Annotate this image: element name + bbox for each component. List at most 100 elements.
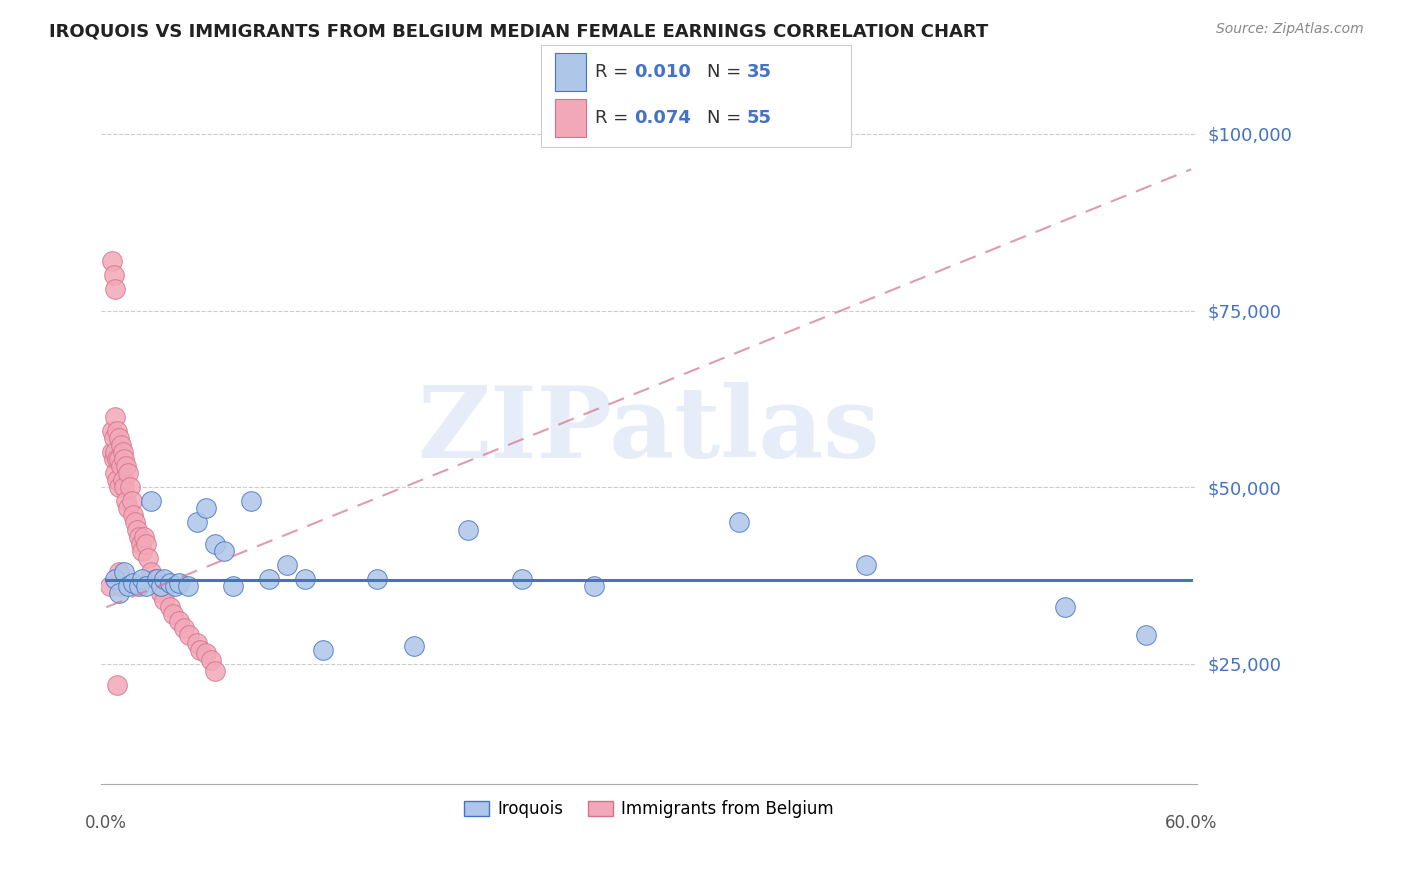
Point bbox=[117, 466, 139, 480]
Point bbox=[312, 642, 335, 657]
Point bbox=[122, 508, 145, 523]
Point bbox=[188, 642, 211, 657]
Text: 0.010: 0.010 bbox=[634, 63, 690, 81]
Point bbox=[239, 494, 262, 508]
Point bbox=[257, 572, 280, 586]
Point bbox=[104, 282, 127, 296]
Point bbox=[149, 586, 172, 600]
Point bbox=[163, 579, 186, 593]
Point bbox=[1053, 600, 1076, 615]
Point bbox=[128, 579, 150, 593]
Point bbox=[117, 501, 139, 516]
Point bbox=[115, 494, 138, 508]
Point bbox=[131, 572, 153, 586]
Point bbox=[728, 516, 751, 530]
Point bbox=[204, 664, 226, 678]
Point bbox=[108, 480, 131, 494]
Text: 0.0%: 0.0% bbox=[86, 814, 127, 832]
Point bbox=[104, 445, 127, 459]
Point bbox=[104, 572, 127, 586]
Point bbox=[105, 473, 128, 487]
Point bbox=[402, 639, 425, 653]
Text: Source: ZipAtlas.com: Source: ZipAtlas.com bbox=[1216, 22, 1364, 37]
Text: N =: N = bbox=[707, 109, 747, 128]
Point bbox=[276, 558, 298, 572]
Point bbox=[167, 575, 190, 590]
Point bbox=[149, 579, 172, 593]
Point bbox=[135, 579, 157, 593]
Point bbox=[105, 678, 128, 692]
Point bbox=[135, 536, 157, 550]
Text: N =: N = bbox=[707, 63, 747, 81]
Point bbox=[103, 268, 125, 283]
Point bbox=[108, 565, 131, 579]
Point bbox=[105, 451, 128, 466]
Point bbox=[855, 558, 877, 572]
Point bbox=[194, 501, 217, 516]
Point bbox=[98, 579, 121, 593]
Point bbox=[103, 431, 125, 445]
Point bbox=[212, 543, 235, 558]
Text: 35: 35 bbox=[747, 63, 772, 81]
Point bbox=[136, 550, 159, 565]
Point bbox=[173, 622, 195, 636]
Point bbox=[146, 572, 169, 586]
Point bbox=[111, 445, 134, 459]
Point bbox=[167, 615, 190, 629]
Point bbox=[159, 575, 181, 590]
Point bbox=[186, 516, 208, 530]
Point bbox=[108, 451, 131, 466]
Point bbox=[200, 653, 222, 667]
Point bbox=[128, 530, 150, 544]
Point bbox=[194, 646, 217, 660]
Point bbox=[110, 438, 132, 452]
Point bbox=[131, 543, 153, 558]
Point bbox=[457, 523, 479, 537]
Text: IROQUOIS VS IMMIGRANTS FROM BELGIUM MEDIAN FEMALE EARNINGS CORRELATION CHART: IROQUOIS VS IMMIGRANTS FROM BELGIUM MEDI… bbox=[49, 22, 988, 40]
Text: 0.074: 0.074 bbox=[634, 109, 690, 128]
Point bbox=[117, 579, 139, 593]
Point bbox=[105, 424, 128, 438]
Point bbox=[124, 516, 146, 530]
Text: R =: R = bbox=[595, 63, 634, 81]
Point bbox=[100, 424, 122, 438]
Text: 55: 55 bbox=[747, 109, 772, 128]
Point bbox=[112, 451, 135, 466]
Point bbox=[122, 575, 145, 590]
Legend: Iroquois, Immigrants from Belgium: Iroquois, Immigrants from Belgium bbox=[457, 794, 841, 825]
Point bbox=[176, 579, 198, 593]
Point bbox=[186, 635, 208, 649]
Point bbox=[121, 494, 143, 508]
Point bbox=[153, 572, 176, 586]
Point bbox=[159, 600, 181, 615]
Point bbox=[134, 530, 156, 544]
Point bbox=[103, 451, 125, 466]
Point bbox=[110, 458, 132, 473]
Point bbox=[510, 572, 533, 586]
Point bbox=[222, 579, 245, 593]
Text: R =: R = bbox=[595, 109, 634, 128]
Point bbox=[1135, 628, 1157, 642]
Point bbox=[108, 431, 131, 445]
Point bbox=[104, 409, 127, 424]
Point bbox=[143, 572, 166, 586]
Point bbox=[583, 579, 606, 593]
Text: ZIPatlas: ZIPatlas bbox=[418, 382, 880, 479]
Point bbox=[153, 593, 176, 607]
Point bbox=[118, 480, 141, 494]
Point bbox=[366, 572, 388, 586]
Point bbox=[100, 254, 122, 268]
Point bbox=[179, 628, 201, 642]
Point bbox=[129, 536, 152, 550]
Point bbox=[112, 480, 135, 494]
Point bbox=[125, 523, 148, 537]
Point bbox=[112, 565, 135, 579]
Point bbox=[111, 473, 134, 487]
Point bbox=[104, 466, 127, 480]
Point bbox=[115, 458, 138, 473]
Point bbox=[294, 572, 316, 586]
Point bbox=[110, 579, 132, 593]
Point bbox=[204, 536, 226, 550]
Point bbox=[141, 565, 163, 579]
Text: 60.0%: 60.0% bbox=[1166, 814, 1218, 832]
